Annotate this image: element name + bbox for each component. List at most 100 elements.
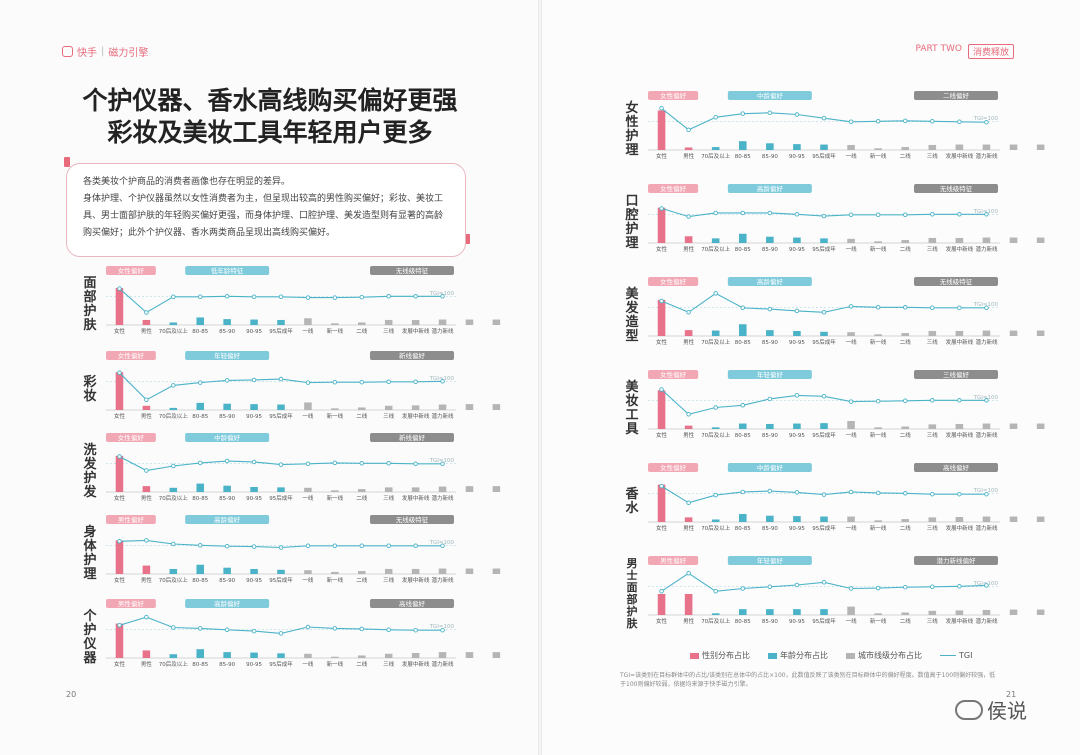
x-tick-label: 男性 (683, 431, 695, 439)
book-spine (538, 0, 542, 755)
tgi-point (930, 119, 935, 124)
category-title-char: 士 (627, 568, 638, 582)
x-tick-label: 发展中新线 (402, 412, 430, 420)
tgi-line (661, 292, 987, 313)
x-tick-label: 一线 (302, 576, 314, 584)
x-tick-label: 男性 (683, 152, 695, 160)
tgi-point (713, 210, 718, 216)
tgi-point (251, 459, 257, 465)
category-title-char: 部 (627, 592, 638, 606)
chart-legend: 性别分布占比 年龄分布占比 城市线级分布占比 TGI (690, 650, 972, 661)
tgi-point (767, 110, 773, 115)
bar (304, 570, 312, 574)
badge-pill (727, 556, 812, 565)
tgi-point (767, 306, 773, 312)
tgi-point (984, 583, 989, 588)
x-tick-label: 一线 (846, 431, 858, 439)
x-tick-label: 发展中新线 (946, 338, 974, 346)
x-tick-label: 70后及以上 (701, 431, 730, 439)
x-tick-label: 90-95 (789, 247, 805, 253)
x-tick-label: 85-90 (219, 329, 235, 335)
bar (492, 486, 501, 492)
badge-label: 高龄偏好 (214, 515, 241, 524)
x-tick-label: 潜力新线 (975, 431, 998, 439)
x-tick-label: 90-95 (789, 619, 805, 625)
tgi-point (305, 624, 311, 630)
x-tick-label: 85-90 (219, 496, 235, 502)
tgi-point (659, 387, 664, 392)
badge-pill (914, 184, 998, 193)
bar (1036, 330, 1045, 336)
x-tick-label: 95后成年 (269, 327, 293, 335)
bar (684, 330, 693, 336)
tgi-point (197, 294, 203, 300)
x-tick-label: 新一线 (870, 617, 887, 625)
badge-label: 高龄偏好 (214, 599, 241, 608)
bar (384, 405, 393, 410)
bar (657, 207, 666, 243)
x-tick-label: 新一线 (327, 412, 344, 420)
bar (438, 404, 447, 410)
category-title-char: 护 (625, 128, 638, 144)
x-tick-label: 男性 (141, 327, 153, 335)
bar (820, 144, 828, 150)
x-tick-label: 80-85 (192, 414, 208, 420)
x-tick-label: 三线 (927, 245, 939, 253)
tgi-point (848, 586, 854, 591)
tgi-point (875, 212, 881, 217)
x-tick-label: 女性 (114, 412, 126, 420)
bar (847, 516, 855, 522)
tgi-point (686, 310, 691, 315)
tgi-point (740, 586, 746, 591)
bar (196, 317, 204, 325)
bar (874, 334, 882, 336)
badge-pill (185, 599, 270, 608)
bar (711, 238, 720, 243)
tgi-point (686, 571, 691, 576)
tgi-point (224, 543, 230, 549)
tgi-point (413, 543, 418, 549)
tgi-point (413, 294, 418, 299)
bar (901, 240, 910, 243)
x-tick-label: 85-90 (762, 619, 778, 625)
x-tick-label: 70后及以上 (701, 524, 730, 532)
category-title-char: 性 (625, 114, 638, 130)
category-title-char: 肤 (627, 616, 639, 630)
badge-pill (914, 370, 998, 379)
tgi-point (251, 294, 257, 300)
legend-tgi-line-icon (940, 655, 956, 656)
bar (438, 652, 447, 658)
page-title: 个护仪器、香水高线购买偏好更强 彩妆及美妆工具年轻用户更多 (60, 85, 480, 149)
x-tick-label: 80-85 (192, 496, 208, 502)
footnote: TGI=该类别在目标群体中的占比/该类别在总体中的占比×100，此数值反映了该类… (620, 672, 996, 688)
bar (358, 655, 366, 658)
category-title-char: 洗 (83, 442, 96, 458)
tgi-point (332, 543, 338, 549)
x-tick-label: 女性 (656, 431, 668, 439)
tgi-point (794, 308, 800, 314)
tgi-point (117, 539, 122, 544)
tgi-point (332, 626, 338, 631)
bar (874, 520, 882, 522)
tgi-point (902, 305, 908, 310)
tgi-point (359, 543, 365, 549)
category-title-char: 理 (625, 143, 638, 158)
x-tick-label: 二线 (900, 431, 912, 439)
badge-label: 年轻偏好 (214, 351, 241, 360)
tgi-point (386, 627, 391, 633)
bar (438, 486, 447, 492)
bar (169, 654, 178, 658)
x-tick-label: 一线 (846, 617, 858, 625)
x-tick-label: 95后成年 (812, 431, 836, 439)
x-tick-label: 三线 (927, 431, 939, 439)
bar (684, 517, 693, 522)
x-tick-label: 三线 (383, 576, 395, 584)
bar (196, 564, 204, 574)
badge-label: 低年龄特征 (211, 266, 244, 275)
x-tick-label: 85-90 (762, 340, 778, 346)
category-title-char: 护 (625, 221, 638, 237)
x-tick-label: 女性 (656, 245, 668, 253)
x-tick-label: 85-90 (762, 433, 778, 439)
tgi-point (740, 489, 746, 495)
